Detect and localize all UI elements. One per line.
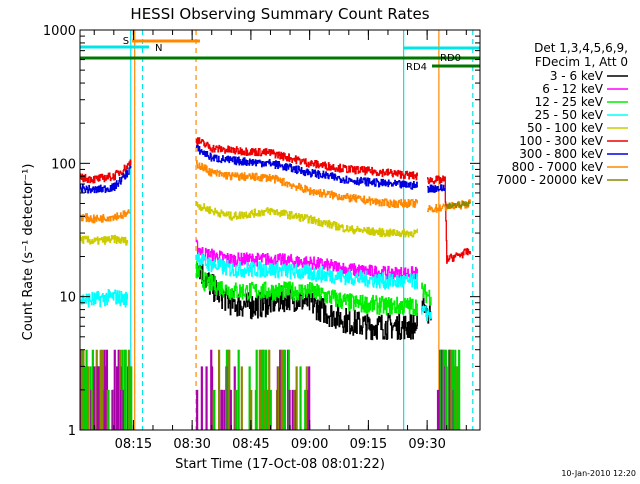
low-count-bar (130, 366, 133, 430)
low-count-bar (103, 349, 106, 430)
x-tick-label: 09:00 (291, 437, 328, 452)
low-count-bar (113, 349, 116, 430)
low-count-bar (269, 389, 272, 430)
series-line (195, 252, 418, 290)
low-count-bar (250, 389, 253, 430)
legend-label: 100 - 300 keV (519, 134, 603, 148)
low-count-bar (217, 349, 221, 430)
low-count-bar (450, 349, 453, 430)
low-count-bar (308, 366, 311, 430)
series-line (421, 282, 432, 306)
rd4-label: RD4 (406, 62, 427, 73)
series-line (79, 165, 132, 194)
legend-label: 7000 - 20000 keV (496, 173, 603, 187)
y-axis-title: Count Rate (s⁻¹ detector⁻¹) (21, 164, 36, 341)
low-count-bar (229, 389, 232, 430)
low-count-bar (223, 389, 226, 430)
low-count-bar (122, 389, 125, 430)
series-line (195, 201, 418, 238)
low-count-bar (116, 366, 119, 430)
low-count-bar (200, 366, 203, 430)
plot-frame (79, 29, 481, 431)
legend-label: 3 - 6 keV (550, 69, 604, 83)
y-tick-label: 1000 (43, 24, 76, 39)
low-count-bar (279, 349, 282, 430)
low-count-bar (268, 349, 271, 430)
legend-label: 300 - 800 keV (519, 147, 603, 161)
y-tick-label: 1 (68, 424, 76, 439)
low-count-bar (436, 389, 440, 430)
low-count-bar (283, 349, 286, 430)
y-tick-label: 100 (51, 157, 76, 172)
low-count-bar (288, 389, 291, 430)
series-line (79, 209, 131, 224)
low-count-bar (295, 366, 298, 430)
series-line (421, 305, 432, 322)
y-tick-label: 10 (59, 291, 76, 306)
legend-label: 6 - 12 keV (542, 82, 604, 96)
low-count-bar (248, 366, 251, 430)
low-count-bar (210, 366, 214, 430)
series-line (195, 160, 418, 209)
low-count-bar (277, 366, 280, 430)
low-count-bar (235, 389, 238, 430)
footer-date: 10-Jan-2010 12:20 (561, 469, 636, 478)
low-count-bar (98, 366, 101, 430)
night-label: N (155, 43, 162, 54)
series-line (195, 260, 418, 317)
series-line (195, 137, 418, 181)
low-count-bar (124, 349, 127, 430)
x-tick-label: 08:30 (173, 437, 210, 452)
low-count-bar (265, 389, 268, 430)
x-tick-label: 09:15 (350, 437, 387, 452)
legend-label: 50 - 100 keV (527, 121, 604, 135)
low-count-bar (448, 349, 451, 430)
x-tick-label: 09:30 (408, 437, 445, 452)
x-tick-label: 08:15 (115, 437, 152, 452)
series-line (446, 200, 471, 209)
series-line (195, 144, 418, 190)
low-count-bar (221, 389, 224, 430)
low-count-bar (454, 349, 457, 430)
low-count-bar (282, 349, 285, 430)
low-count-bar (240, 366, 243, 430)
low-count-bar (237, 349, 240, 430)
low-count-bar (93, 366, 96, 430)
legend-header-line-2: FDecim 1, Att 0 (535, 55, 628, 69)
low-count-bar (255, 349, 258, 430)
series-line (79, 289, 129, 308)
low-count-bar (196, 389, 199, 430)
low-count-bar (304, 389, 307, 430)
low-count-bar (117, 349, 120, 430)
axes-layer: 1 10 100 1000 08:15 08:30 08:45 09:00 09:15 09:30 (43, 24, 481, 452)
low-count-bar (299, 366, 302, 430)
x-tick-label: 08:45 (232, 437, 269, 452)
chart-title: HESSI Observing Summary Count Rates (130, 5, 429, 23)
low-count-bar (213, 389, 216, 430)
low-count-bar (205, 366, 208, 430)
series-line (427, 175, 471, 264)
legend-header-line-1: Det 1,3,4,5,6,9, (534, 41, 628, 55)
low-count-bar (458, 349, 461, 430)
low-count-bar (305, 366, 308, 430)
low-count-bar (107, 389, 110, 430)
low-count-bar (280, 349, 283, 430)
saa-label: S (123, 36, 129, 47)
low-count-bar (291, 389, 294, 430)
series-layer (79, 137, 471, 430)
series-line (427, 184, 446, 193)
low-count-bar (87, 366, 90, 430)
low-count-bar (258, 349, 261, 430)
low-count-bar (445, 366, 448, 430)
legend-label: 25 - 50 keV (535, 108, 604, 122)
rd0-label: RD0 (440, 53, 461, 64)
series-line (79, 159, 132, 184)
legend-label: 12 - 25 keV (535, 95, 604, 109)
x-axis-title: Start Time (17-Oct-08 08:01:22) (175, 457, 385, 472)
legend-label: 800 - 7000 keV (512, 160, 604, 174)
series-line (79, 234, 129, 246)
